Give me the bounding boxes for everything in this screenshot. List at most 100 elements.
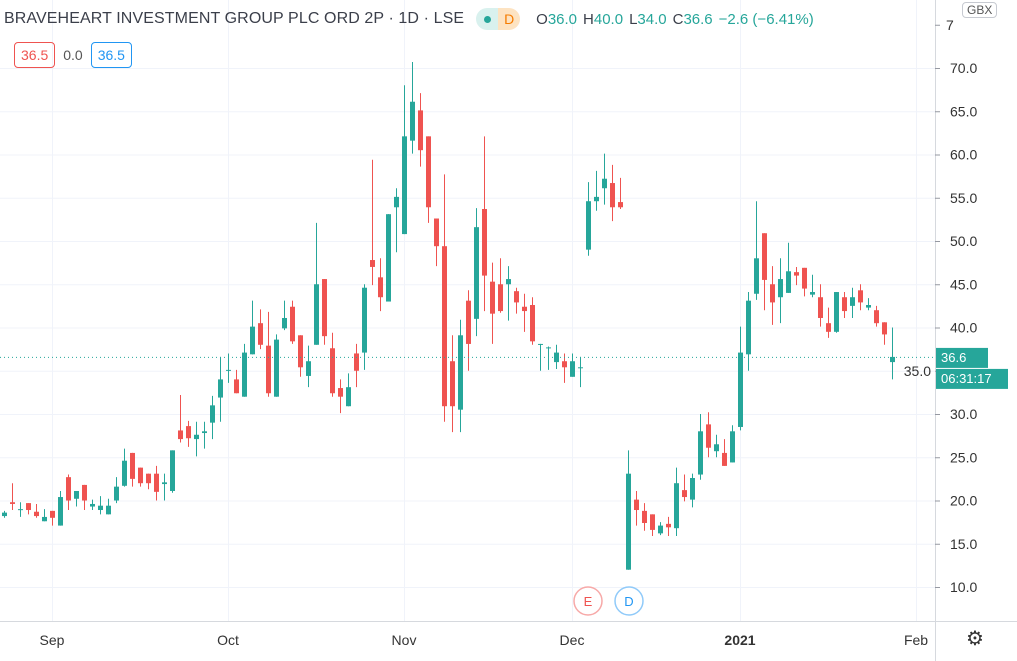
candle[interactable] bbox=[738, 326, 743, 431]
candle[interactable] bbox=[754, 201, 759, 300]
candle[interactable] bbox=[346, 373, 351, 407]
candle[interactable] bbox=[498, 258, 503, 313]
candle[interactable] bbox=[634, 490, 639, 526]
candle[interactable] bbox=[690, 473, 695, 508]
candle[interactable] bbox=[610, 164, 615, 222]
candle[interactable] bbox=[682, 474, 687, 502]
candle[interactable] bbox=[850, 287, 855, 318]
candle[interactable] bbox=[482, 136, 487, 312]
candle[interactable] bbox=[722, 439, 727, 466]
candle[interactable] bbox=[66, 474, 71, 511]
candle[interactable] bbox=[306, 345, 311, 388]
candle[interactable] bbox=[242, 343, 247, 397]
candle[interactable] bbox=[34, 503, 39, 518]
candle[interactable] bbox=[106, 498, 111, 515]
candle[interactable] bbox=[434, 218, 439, 267]
candle[interactable] bbox=[458, 319, 463, 433]
candle[interactable] bbox=[714, 434, 719, 458]
candle[interactable] bbox=[426, 136, 431, 223]
candle[interactable] bbox=[114, 477, 119, 504]
candle[interactable] bbox=[370, 159, 375, 286]
candle[interactable] bbox=[210, 395, 215, 440]
candle[interactable] bbox=[218, 356, 223, 422]
candle[interactable] bbox=[810, 274, 815, 298]
candle[interactable] bbox=[394, 188, 399, 253]
candle[interactable] bbox=[586, 182, 591, 256]
candle[interactable] bbox=[642, 503, 647, 531]
candle[interactable] bbox=[10, 483, 15, 511]
candle[interactable] bbox=[874, 305, 879, 327]
candle[interactable] bbox=[770, 266, 775, 325]
candle[interactable] bbox=[314, 222, 319, 345]
earnings-event-marker[interactable]: E bbox=[573, 586, 603, 616]
sell-price-button[interactable]: 36.5 bbox=[14, 42, 56, 68]
candle[interactable] bbox=[258, 309, 263, 350]
candle[interactable] bbox=[762, 233, 767, 311]
candle[interactable] bbox=[298, 335, 303, 377]
candle[interactable] bbox=[194, 421, 199, 457]
candle[interactable] bbox=[266, 311, 271, 397]
candle[interactable] bbox=[74, 490, 79, 507]
candle[interactable] bbox=[802, 267, 807, 297]
candle[interactable] bbox=[602, 153, 607, 205]
symbol-title[interactable]: BRAVEHEART INVESTMENT GROUP PLC ORD 2P ·… bbox=[4, 10, 465, 27]
candle[interactable] bbox=[818, 284, 823, 327]
candle[interactable] bbox=[18, 502, 23, 517]
candle[interactable] bbox=[778, 258, 783, 324]
candle[interactable] bbox=[826, 307, 831, 338]
candle[interactable] bbox=[170, 450, 175, 493]
candle[interactable] bbox=[42, 509, 47, 522]
candle[interactable] bbox=[546, 346, 551, 370]
candle[interactable] bbox=[786, 242, 791, 293]
candle[interactable] bbox=[418, 93, 423, 167]
candle[interactable] bbox=[794, 266, 799, 286]
candle[interactable] bbox=[578, 356, 583, 388]
candle[interactable] bbox=[674, 467, 679, 536]
candle[interactable] bbox=[322, 279, 327, 345]
candle[interactable] bbox=[522, 293, 527, 332]
candle[interactable] bbox=[450, 335, 455, 433]
candle[interactable] bbox=[442, 174, 447, 422]
candle[interactable] bbox=[146, 473, 151, 490]
candle[interactable] bbox=[378, 258, 383, 312]
candle[interactable] bbox=[594, 170, 599, 211]
candle[interactable] bbox=[890, 327, 895, 380]
candle[interactable] bbox=[866, 298, 871, 311]
candle[interactable] bbox=[338, 379, 343, 414]
candle[interactable] bbox=[50, 510, 55, 526]
candle[interactable] bbox=[666, 516, 671, 536]
candle[interactable] bbox=[490, 262, 495, 344]
candle[interactable] bbox=[530, 297, 535, 345]
candle[interactable] bbox=[658, 522, 663, 536]
candle[interactable] bbox=[618, 177, 623, 209]
candle[interactable] bbox=[202, 421, 207, 449]
candle[interactable] bbox=[698, 414, 703, 480]
candle[interactable] bbox=[474, 208, 479, 337]
candle[interactable] bbox=[650, 514, 655, 536]
buy-price-button[interactable]: 36.5 bbox=[90, 42, 132, 68]
candle[interactable] bbox=[402, 85, 407, 235]
candle[interactable] bbox=[178, 394, 183, 443]
candle[interactable] bbox=[250, 300, 255, 355]
candle[interactable] bbox=[730, 425, 735, 463]
candle[interactable] bbox=[834, 292, 839, 333]
candle[interactable] bbox=[2, 510, 7, 518]
candle[interactable] bbox=[706, 412, 711, 458]
candle[interactable] bbox=[290, 300, 295, 344]
candle[interactable] bbox=[330, 332, 335, 397]
candle[interactable] bbox=[26, 503, 31, 515]
dividend-event-marker[interactable]: D bbox=[614, 586, 644, 616]
candle[interactable] bbox=[410, 61, 415, 154]
candle[interactable] bbox=[234, 369, 239, 394]
candle[interactable] bbox=[90, 499, 95, 511]
candle[interactable] bbox=[562, 353, 567, 383]
candle[interactable] bbox=[122, 448, 127, 487]
currency-button[interactable]: GBX bbox=[962, 2, 998, 18]
candle[interactable] bbox=[514, 287, 519, 314]
candle[interactable] bbox=[154, 465, 159, 501]
candle[interactable] bbox=[842, 292, 847, 318]
candle[interactable] bbox=[466, 290, 471, 371]
gear-icon[interactable]: ⚙ bbox=[966, 628, 984, 650]
candle[interactable] bbox=[858, 284, 863, 311]
